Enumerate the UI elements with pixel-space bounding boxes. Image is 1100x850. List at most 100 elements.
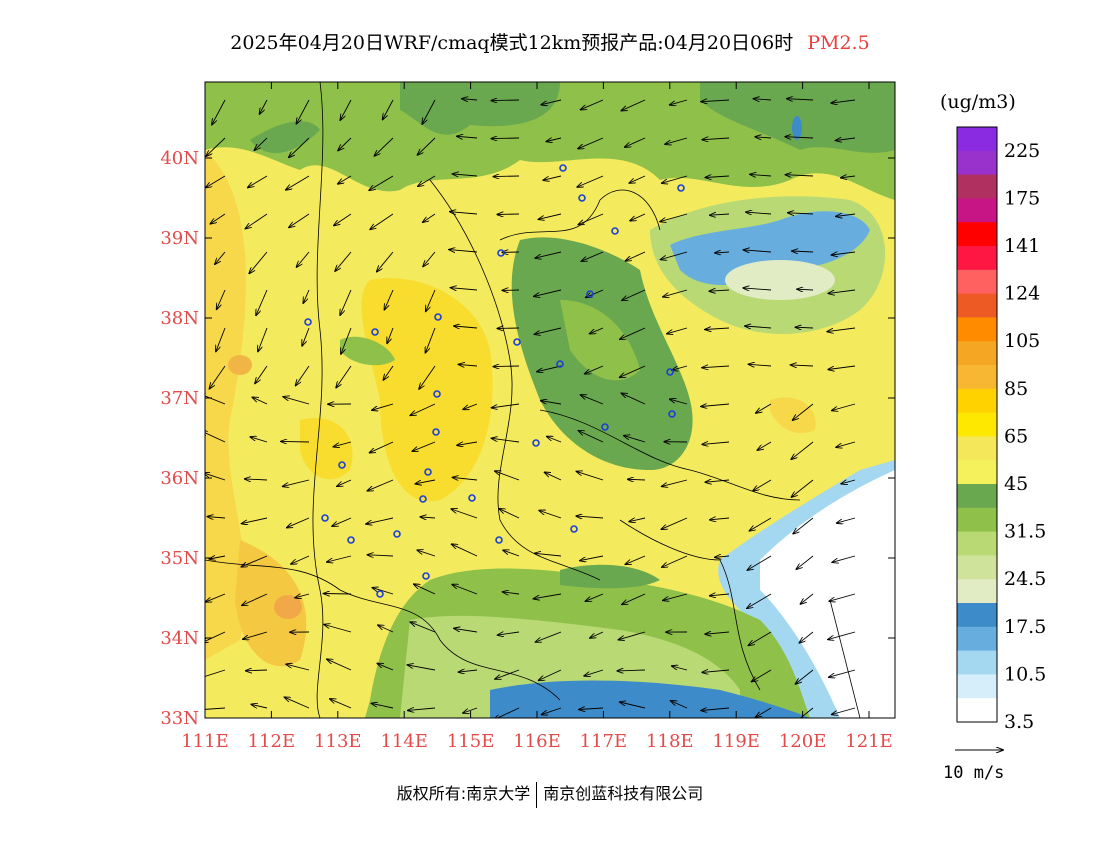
- lon-label: 116E: [513, 731, 561, 752]
- wind-arrow: [372, 588, 394, 595]
- colorbar-label: 65: [1004, 425, 1028, 447]
- wind-arrow: [418, 137, 436, 155]
- wind-arrow: [422, 99, 436, 124]
- city-marker: [532, 439, 540, 447]
- copyright: 版权所有:南京大学 南京创蓝科技有限公司: [0, 780, 1100, 808]
- wind-arrow: [205, 631, 226, 643]
- wind-arrow: [459, 364, 478, 366]
- wind-arrow: [785, 137, 814, 138]
- wind-arrow: [452, 585, 478, 595]
- wind-arrow: [663, 593, 688, 600]
- wind-arrow: [743, 288, 772, 290]
- colorbar-label: 105: [1004, 330, 1040, 352]
- wind-arrow: [415, 479, 436, 484]
- wind-arrow: [791, 365, 814, 366]
- wind-vectors: [205, 99, 856, 718]
- map-title: 2025年04月20日WRF/cmaq模式12km预报产品:04月20日06时 P…: [0, 28, 1100, 55]
- wind-arrow: [367, 479, 394, 491]
- colorbar-swatch: [957, 507, 997, 533]
- colorbar-swatch: [957, 626, 997, 652]
- wind-arrow: [498, 632, 520, 635]
- wind-arrow: [545, 472, 562, 481]
- wind-arrow: [286, 175, 310, 190]
- colorbar-label: 3.5: [1004, 711, 1034, 733]
- wind-arrow: [291, 555, 310, 564]
- city-marker: [424, 468, 432, 476]
- wind-arrow: [369, 175, 394, 190]
- wind-arrow: [702, 442, 730, 444]
- wind-arrow: [705, 632, 730, 634]
- wind-arrow: [423, 213, 436, 222]
- wind-arrow: [494, 707, 520, 718]
- wind-arrow: [287, 517, 310, 528]
- city-marker: [556, 360, 564, 368]
- city-marker: [321, 514, 329, 522]
- wind-arrow: [337, 479, 352, 486]
- wind-arrow: [621, 393, 646, 405]
- wind-arrow: [425, 327, 436, 353]
- wind-arrow: [663, 289, 688, 297]
- copyright-separator: [536, 781, 538, 808]
- lon-label: 120E: [779, 731, 827, 752]
- wind-arrow: [672, 365, 688, 370]
- wind-arrow: [747, 555, 772, 570]
- city-marker: [578, 194, 586, 202]
- wind-arrow: [260, 99, 268, 114]
- wind-arrow: [578, 431, 604, 443]
- colorbar-swatch: [957, 388, 997, 414]
- wind-arrow: [454, 326, 478, 328]
- wind-arrow: [671, 701, 688, 709]
- wind-arrow: [791, 441, 814, 459]
- pollutant-label: PM2.5: [807, 32, 870, 54]
- wind-arrow: [248, 175, 268, 188]
- wind-arrow: [453, 174, 478, 176]
- wind-arrow: [209, 365, 226, 389]
- wind-arrow: [579, 708, 604, 710]
- wind-arrow: [462, 99, 478, 100]
- wind-arrow: [620, 365, 646, 377]
- wind-arrow: [543, 175, 562, 180]
- wind-arrow: [749, 631, 772, 645]
- wind-arrow: [503, 592, 520, 594]
- wind-arrow: [832, 555, 856, 562]
- wind-arrow: [377, 664, 394, 671]
- wind-arrow: [451, 509, 478, 519]
- lat-label: 33N: [160, 708, 199, 729]
- wind-arrow: [619, 631, 646, 640]
- wind-arrow: [372, 703, 394, 709]
- wind-arrow: [576, 471, 604, 481]
- wind-arrow: [800, 593, 814, 604]
- wind-arrow: [797, 289, 814, 290]
- colorbar-label: 24.5: [1004, 568, 1046, 590]
- wind-arrow: [710, 518, 730, 520]
- colorbar-swatch: [957, 460, 997, 485]
- wind-arrow: [662, 479, 688, 486]
- wind-arrow: [662, 555, 688, 567]
- wind-arrow: [205, 431, 226, 443]
- wind-arrow: [702, 670, 730, 672]
- city-marker: [393, 530, 401, 538]
- colorbar-label: 45: [1004, 473, 1028, 495]
- wind-arrow: [449, 250, 478, 252]
- lat-label: 40N: [160, 148, 199, 169]
- city-marker: [304, 318, 312, 326]
- wind-arrow: [581, 395, 604, 405]
- copyright-org2: 南京创蓝科技有限公司: [543, 784, 704, 803]
- wind-arrow: [577, 175, 604, 187]
- wind-arrow: [547, 437, 562, 443]
- wind-arrow: [786, 175, 814, 176]
- wind-arrow: [450, 212, 478, 214]
- wind-arrow: [419, 365, 436, 389]
- wind-arrow: [499, 509, 520, 519]
- wind-arrow: [454, 628, 478, 633]
- wind-arrow: [752, 669, 772, 682]
- lon-label: 114E: [380, 731, 428, 752]
- wind-arrow: [418, 175, 436, 186]
- city-marker: [495, 536, 503, 544]
- city-marker: [586, 290, 594, 298]
- wind-arrow: [206, 175, 226, 188]
- copyright-org1: 南京大学: [466, 784, 531, 803]
- wind-arrow: [541, 401, 562, 405]
- city-marker: [601, 423, 609, 431]
- lon-label: 119E: [712, 731, 760, 752]
